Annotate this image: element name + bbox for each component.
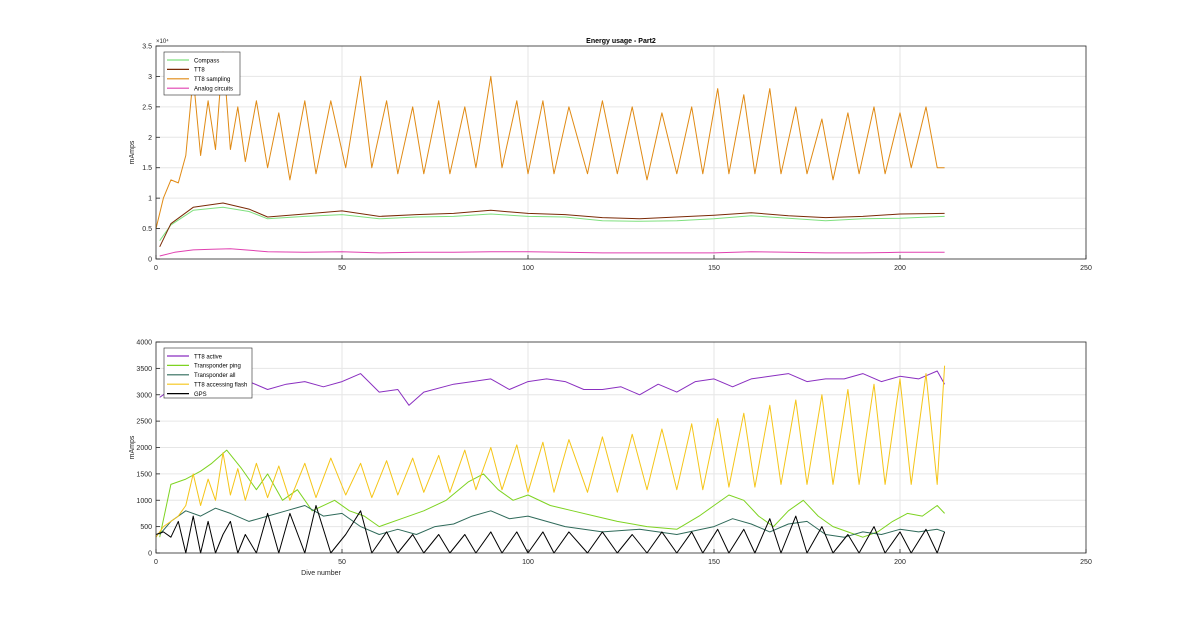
- legend-item-label: TT8: [194, 68, 205, 74]
- series-line-tt8-sampling: [155, 51, 945, 229]
- x-tick-label: 150: [708, 559, 720, 566]
- legend: TT8 active Transponder ping Transponder al…: [163, 347, 253, 399]
- legend-item-label: TT8 active: [194, 354, 223, 360]
- x-axis-label: Dive number: [301, 570, 341, 577]
- chart-title: Energy usage - Part2: [586, 38, 656, 45]
- y-tick-label: 1.5: [142, 165, 152, 172]
- legend: Compass TT8 TT8 sampling Analog circuits: [163, 51, 241, 96]
- series-line-gps: [155, 505, 946, 554]
- y-tick-label: 2500: [136, 419, 152, 426]
- legend-item-label: TT8 accessing flash: [194, 383, 247, 389]
- series-line-transponder-all: [159, 505, 945, 538]
- x-tick-label: 250: [1080, 559, 1092, 566]
- y-tick-label: 1000: [136, 498, 152, 505]
- y-axis-label: mAmps: [129, 140, 136, 164]
- y-tick-label: 3: [148, 74, 152, 81]
- x-tick-label: 0: [154, 265, 158, 272]
- y-tick-label: 0: [148, 551, 152, 558]
- chart-panel-2: 0 50 100 150 200 2500500100015002000250030003…: [129, 340, 1092, 578]
- x-tick-label: 200: [894, 265, 906, 272]
- plot-area: [156, 46, 1086, 259]
- y-tick-label: 2: [148, 135, 152, 142]
- legend-item-label: Transponder ping: [194, 364, 241, 370]
- y-exponent-label: ×10⁴: [156, 38, 169, 45]
- x-tick-label: 50: [338, 559, 346, 566]
- series-line-analog-circuits: [159, 248, 945, 257]
- legend-item-label: TT8 sampling: [194, 77, 230, 83]
- legend-item-label: GPS: [194, 392, 207, 398]
- y-tick-label: 3000: [136, 392, 152, 399]
- y-tick-label: 3500: [136, 366, 152, 373]
- y-tick-label: 1: [148, 196, 152, 203]
- y-tick-label: 4000: [136, 340, 152, 347]
- y-tick-label: 500: [140, 524, 152, 531]
- x-tick-label: 200: [894, 559, 906, 566]
- y-tick-label: 2000: [136, 445, 152, 452]
- series-line-tt8: [159, 202, 945, 248]
- y-axis-label: mAmps: [129, 435, 136, 459]
- x-tick-label: 0: [154, 559, 158, 566]
- x-tick-label: 100: [522, 265, 534, 272]
- x-tick-label: 150: [708, 265, 720, 272]
- x-tick-label: 100: [522, 559, 534, 566]
- y-tick-label: 0.5: [142, 226, 152, 233]
- series-line-compass: [159, 206, 945, 241]
- series-line-transponder-ping: [159, 449, 945, 538]
- chart-panel-1: 0 50 100 150 200 250 0 0.5 1 1.5 2 2.5 3 3.5 ×10⁴ Energ…: [129, 38, 1092, 272]
- y-tick-label: 3.5: [142, 44, 152, 51]
- y-tick-label: 2.5: [142, 104, 152, 111]
- x-tick-label: 250: [1080, 265, 1092, 272]
- legend-item-label: Analog circuits: [194, 87, 233, 93]
- y-tick-label: 0: [148, 257, 152, 264]
- legend-item-label: Transponder all: [194, 373, 235, 379]
- axes-box: [155, 45, 1087, 260]
- y-tick-label: 1500: [136, 471, 152, 478]
- legend-item-label: Compass: [194, 58, 219, 64]
- series-line-tt8-accessing-flash: [155, 365, 946, 538]
- series-line-tt8-active: [159, 370, 946, 406]
- x-tick-label: 50: [338, 265, 346, 272]
